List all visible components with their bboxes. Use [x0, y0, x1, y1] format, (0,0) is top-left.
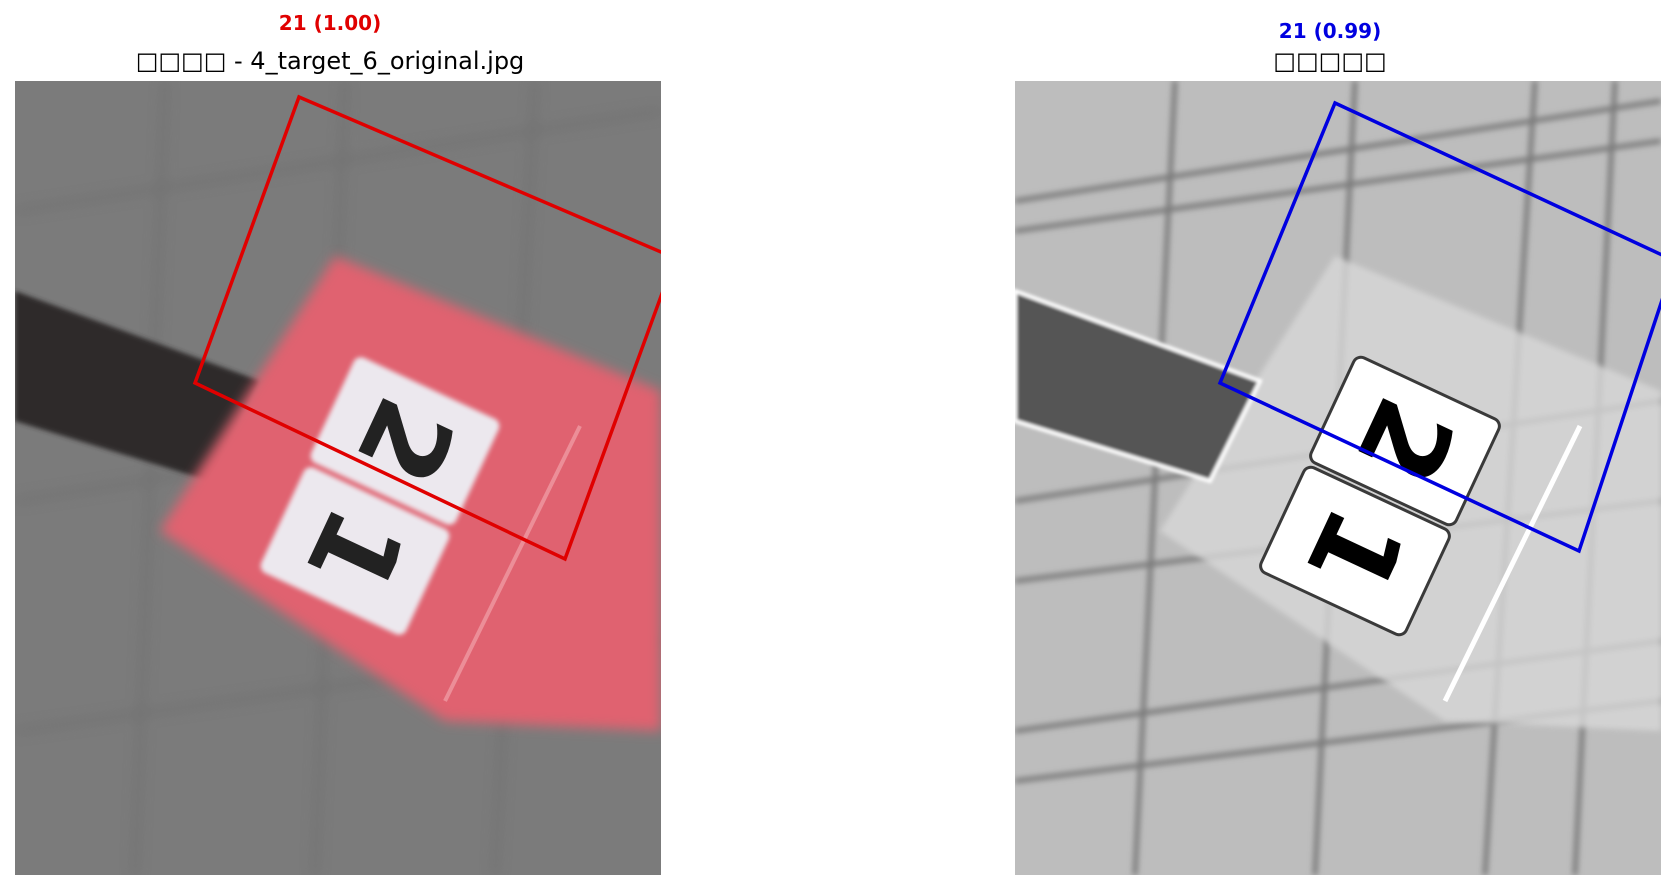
right-detection-label: 21 (0.99)	[1278, 19, 1382, 43]
dark-bar	[15, 291, 260, 481]
right-image-title: □□□□□	[1273, 47, 1387, 75]
dark-bar	[1015, 288, 1263, 484]
left-detection-box	[192, 94, 661, 562]
right-panel: 21 (0.99) □□□□□	[1000, 0, 1661, 890]
left-image: 2 1	[15, 81, 661, 875]
left-detection-label: 21 (1.00)	[278, 11, 382, 35]
right-detection-box	[1217, 100, 1661, 554]
marker-line	[1442, 424, 1583, 703]
left-panel: 21 (1.00) □□□□ - 4_target_6_original.jpg	[0, 0, 661, 890]
marker-line	[443, 425, 582, 702]
sign-tile-1: 1	[1259, 465, 1451, 637]
sign-tile-2: 2	[1309, 355, 1501, 527]
left-image-title: □□□□ - 4_target_6_original.jpg	[135, 47, 525, 75]
right-image: 2 1	[1015, 81, 1661, 875]
